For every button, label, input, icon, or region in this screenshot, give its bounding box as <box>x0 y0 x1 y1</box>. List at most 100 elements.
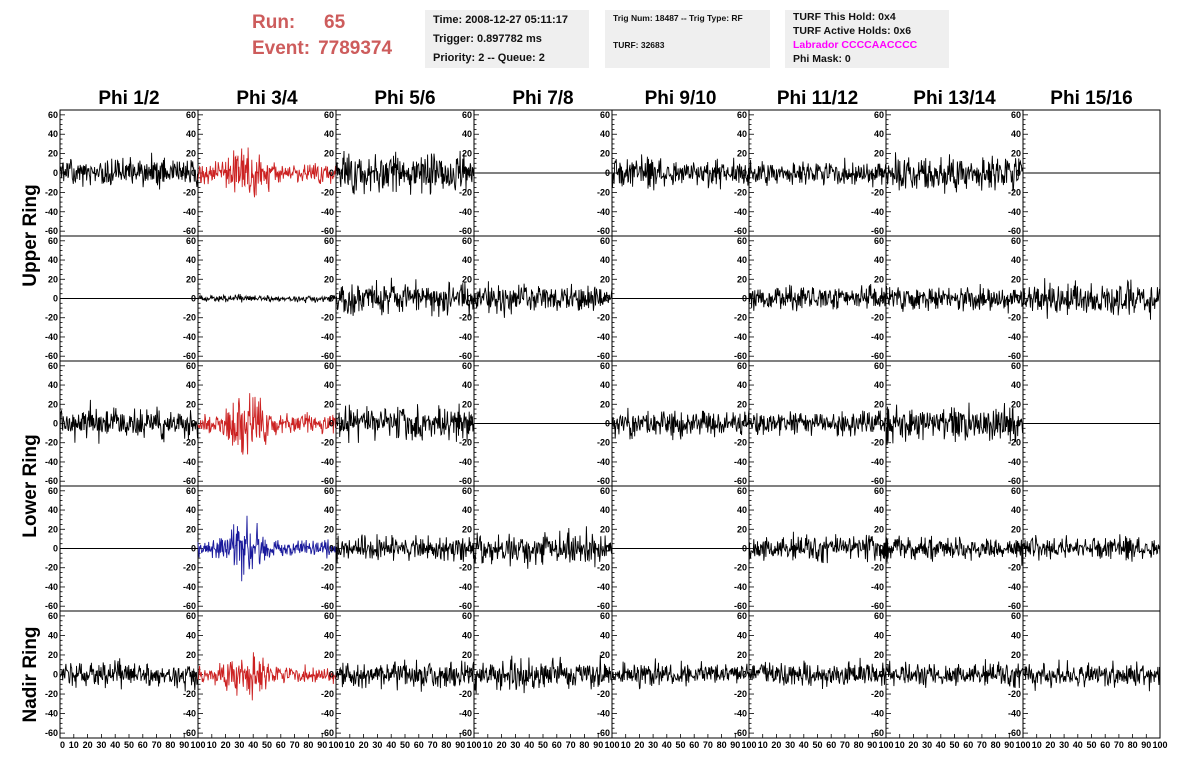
y-tick-label: 0 <box>742 168 747 178</box>
x-tick-label: 90 <box>730 740 740 750</box>
y-tick-label: 40 <box>874 129 884 139</box>
trace-line <box>335 659 475 692</box>
panel-r4-c1: 60 40 20 0 -20 -40 -60 <box>45 485 199 612</box>
x-tick-label: 70 <box>152 740 162 750</box>
trace-line <box>197 293 337 304</box>
y-tick-label: -20 <box>321 563 334 573</box>
y-tick-label: 60 <box>600 110 610 120</box>
y-tick-label: -40 <box>459 709 472 719</box>
y-tick-label: 20 <box>600 274 610 284</box>
y-tick-label: 60 <box>737 361 747 371</box>
x-tick-label: 70 <box>840 740 850 750</box>
y-tick-label: 40 <box>186 630 196 640</box>
y-tick-label: 60 <box>874 611 884 621</box>
column-header-6: Phi 11/12 <box>777 88 858 109</box>
y-tick-label: -60 <box>183 226 196 236</box>
y-tick-label: 20 <box>48 149 58 159</box>
x-tick-label: 30 <box>648 740 658 750</box>
trace-line <box>197 147 337 198</box>
y-tick-label: -60 <box>597 476 610 486</box>
y-tick-label: 20 <box>48 399 58 409</box>
x-tick-label: 30 <box>96 740 106 750</box>
y-tick-label: -60 <box>45 728 58 738</box>
y-tick-label: -60 <box>734 351 747 361</box>
x-tick-label: 20 <box>1045 740 1055 750</box>
event-row: Event: 7789374 <box>252 36 392 62</box>
y-tick-label: 20 <box>1011 149 1021 159</box>
y-tick-label: -60 <box>871 226 884 236</box>
time-text: Time: 2008-12-27 05:11:17 <box>433 14 568 26</box>
y-tick-label: -40 <box>45 457 58 467</box>
y-tick-label: 60 <box>600 236 610 246</box>
trace-line <box>748 657 887 690</box>
trace-line <box>611 154 750 191</box>
panel-r2-c5: 60 40 20 0 -20 -40 -60 <box>597 235 750 362</box>
time-info-box: Time: 2008-12-27 05:11:17 Trigger: 0.897… <box>425 10 589 68</box>
y-tick-label: 0 <box>467 294 472 304</box>
x-tick-label: 50 <box>262 740 272 750</box>
x-tick-label: 60 <box>276 740 286 750</box>
y-tick-label: -20 <box>183 187 196 197</box>
trace-line <box>197 652 337 701</box>
y-tick-label: 20 <box>1011 524 1021 534</box>
y-tick-label: -20 <box>321 438 334 448</box>
y-tick-label: -60 <box>871 601 884 611</box>
y-tick-label: 20 <box>874 650 884 660</box>
panel-r2-c3: 60 40 20 0 -20 -40 -60 <box>321 235 475 362</box>
column-header-5: Phi 9/10 <box>645 88 717 109</box>
y-tick-label: 20 <box>48 524 58 534</box>
y-tick-label: -20 <box>459 689 472 699</box>
y-tick-label: 20 <box>737 524 747 534</box>
y-tick-label: 60 <box>462 361 472 371</box>
column-header-8: Phi 15/16 <box>1050 88 1132 109</box>
panel-r4-c6: 60 40 20 0 -20 -40 -60 <box>734 485 887 612</box>
y-tick-label: 20 <box>186 650 196 660</box>
y-tick-label: 0 <box>605 544 610 554</box>
x-tick-label: 40 <box>110 740 120 750</box>
y-tick-label: 20 <box>600 149 610 159</box>
x-tick-label: 80 <box>991 740 1001 750</box>
y-tick-label: 40 <box>186 505 196 515</box>
y-tick-label: 40 <box>324 380 334 390</box>
x-tick-label: 50 <box>675 740 685 750</box>
x-tick-label: 60 <box>689 740 699 750</box>
y-tick-label: -40 <box>459 582 472 592</box>
y-tick-label: 40 <box>737 630 747 640</box>
y-tick-label: 0 <box>1016 670 1021 680</box>
y-tick-label: -40 <box>321 582 334 592</box>
y-tick-label: 40 <box>600 630 610 640</box>
y-tick-label: -60 <box>45 351 58 361</box>
trace-line <box>748 283 887 312</box>
x-tick-label: 10 <box>69 740 79 750</box>
y-tick-label: 60 <box>324 611 334 621</box>
x-tick-label: 30 <box>922 740 932 750</box>
y-tick-label: -20 <box>597 313 610 323</box>
y-tick-label: 0 <box>879 168 884 178</box>
y-tick-label: -40 <box>734 332 747 342</box>
y-tick-label: -60 <box>183 476 196 486</box>
y-tick-label: 40 <box>324 505 334 515</box>
y-tick-label: -60 <box>183 728 196 738</box>
x-tick-label: 80 <box>441 740 451 750</box>
y-tick-label: -60 <box>871 351 884 361</box>
y-tick-label: 60 <box>324 361 334 371</box>
y-tick-label: -60 <box>321 476 334 486</box>
y-tick-label: 0 <box>742 544 747 554</box>
y-tick-label: 40 <box>737 380 747 390</box>
y-tick-label: 20 <box>737 274 747 284</box>
y-tick-label: -20 <box>871 438 884 448</box>
y-tick-label: 0 <box>742 294 747 304</box>
y-tick-label: -20 <box>45 563 58 573</box>
y-tick-label: -40 <box>459 457 472 467</box>
x-tick-label: 30 <box>510 740 520 750</box>
trace-line <box>611 407 750 441</box>
y-tick-label: -60 <box>459 601 472 611</box>
y-tick-label: -20 <box>1008 563 1021 573</box>
y-tick-label: 40 <box>462 505 472 515</box>
trace-line <box>473 654 613 694</box>
y-tick-label: 60 <box>737 110 747 120</box>
trace-line <box>1022 278 1161 320</box>
